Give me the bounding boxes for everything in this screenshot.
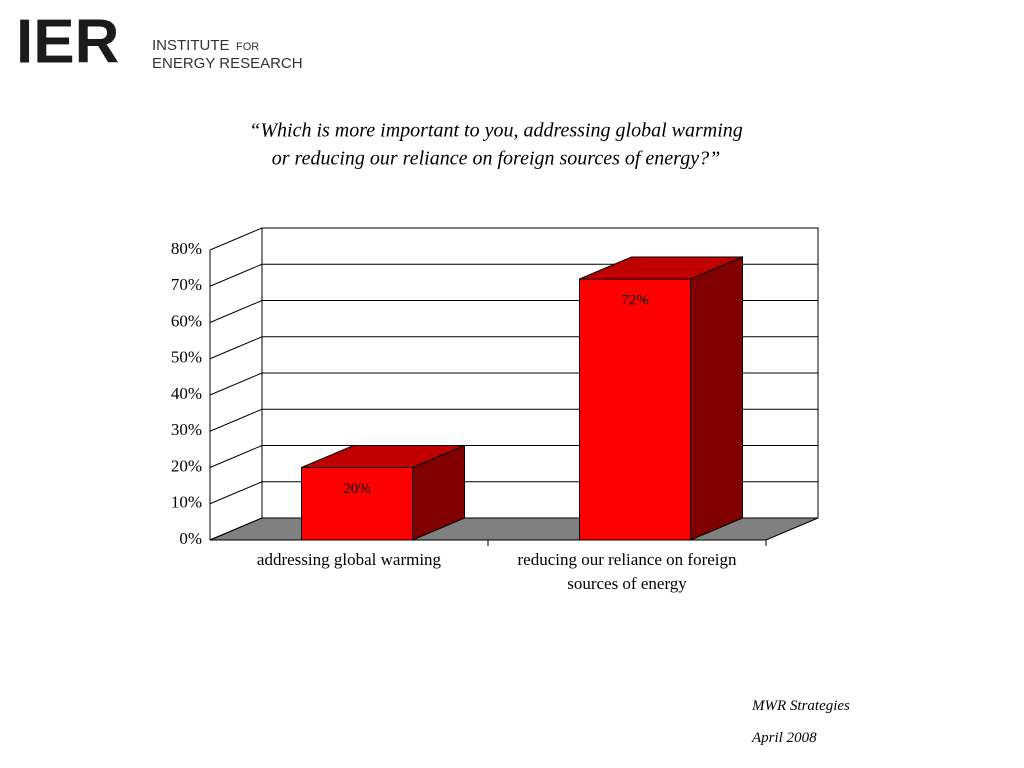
- y-tick-label: 40%: [171, 384, 202, 403]
- chart-title: “Which is more important to you, address…: [249, 120, 743, 142]
- bar: [579, 278, 691, 541]
- chart-title: or reducing our reliance on foreign sour…: [272, 148, 720, 170]
- value-label: 20%: [343, 481, 371, 497]
- bar: [301, 467, 413, 541]
- footer-text: April 2008: [752, 730, 817, 746]
- y-tick-label: 20%: [171, 456, 202, 475]
- y-tick-label: 80%: [171, 239, 202, 258]
- footer-text: MWR Strategies: [752, 698, 850, 714]
- bar-side: [690, 256, 743, 541]
- y-tick-label: 60%: [171, 311, 202, 330]
- logo-mark: IER: [16, 7, 119, 76]
- y-tick-label: 70%: [171, 275, 202, 294]
- logo-text: FOR: [236, 41, 259, 53]
- x-tick-label: addressing global warming: [256, 550, 442, 569]
- y-tick-label: 0%: [179, 529, 202, 548]
- y-tick-label: 10%: [171, 493, 202, 512]
- y-tick-label: 30%: [171, 420, 202, 439]
- x-tick-label: reducing our reliance on foreign sources…: [517, 550, 737, 593]
- value-label: 72%: [621, 292, 649, 308]
- logo-text: INSTITUTE: [152, 37, 230, 54]
- grid-line: [209, 227, 818, 251]
- logo-text: ENERGY RESEARCH: [152, 55, 303, 72]
- y-tick-label: 50%: [171, 348, 202, 367]
